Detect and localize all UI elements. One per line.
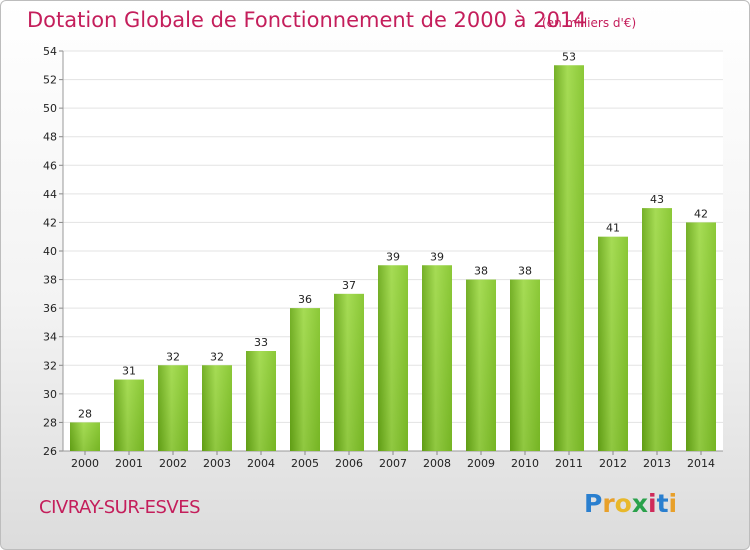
bar-shade: [554, 65, 584, 452]
logo-letter: r: [602, 489, 615, 518]
bar-2013: [642, 208, 672, 451]
data-label: 42: [694, 207, 708, 220]
data-label: 39: [386, 250, 400, 263]
bar-shade: [422, 265, 452, 451]
bar-2004: [246, 351, 276, 451]
bar-2006: [334, 293, 364, 451]
y-tick-label: 42: [43, 216, 57, 229]
x-tick-label: 2008: [423, 457, 451, 470]
bar-shade: [334, 293, 364, 451]
bar-2010: [510, 279, 540, 451]
y-tick-label: 52: [43, 74, 57, 87]
data-label: 53: [562, 50, 576, 63]
data-label: 28: [78, 407, 92, 420]
bar-shade: [202, 365, 232, 451]
bar-shade: [290, 308, 320, 451]
bar-shade: [686, 222, 716, 451]
y-tick-label: 46: [43, 159, 57, 172]
x-tick-label: 2007: [379, 457, 407, 470]
x-tick-label: 2013: [643, 457, 671, 470]
bar-2011: [554, 65, 584, 452]
y-tick-label: 38: [43, 274, 57, 287]
logo-letter: i: [648, 489, 657, 518]
bar-shade: [158, 365, 188, 451]
x-tick-label: 2010: [511, 457, 539, 470]
commune-name: CIVRAY-SUR-ESVES: [39, 497, 201, 518]
bar-shade: [466, 279, 496, 451]
bar-2000: [70, 422, 100, 451]
logo-letter: P: [584, 489, 603, 518]
bar-2007: [378, 265, 408, 451]
chart-title: Dotation Globale de Fonctionnement de 20…: [27, 8, 587, 32]
data-label: 41: [606, 222, 620, 235]
x-tick-label: 2002: [159, 457, 187, 470]
y-tick-label: 48: [43, 131, 57, 144]
bar-2009: [466, 279, 496, 451]
bar-2003: [202, 365, 232, 451]
data-label: 39: [430, 250, 444, 263]
y-tick-label: 32: [43, 359, 57, 372]
y-tick-label: 44: [43, 188, 57, 201]
bar-2002: [158, 365, 188, 451]
logo-letter: o: [614, 489, 632, 518]
data-label: 38: [474, 265, 488, 278]
data-label: 32: [166, 350, 180, 363]
x-tick-label: 2009: [467, 457, 495, 470]
logo-letter: x: [631, 489, 648, 518]
data-label: 43: [650, 193, 664, 206]
y-tick-label: 26: [43, 445, 57, 458]
data-label: 31: [122, 365, 136, 378]
x-tick-label: 2005: [291, 457, 319, 470]
bar-shade: [378, 265, 408, 451]
x-tick-label: 2000: [71, 457, 99, 470]
chart-subtitle: (en milliers d'€): [542, 16, 637, 30]
logo-letter: t: [656, 489, 669, 518]
data-label: 38: [518, 265, 532, 278]
bar-2008: [422, 265, 452, 451]
y-tick-label: 34: [43, 331, 57, 344]
bar-2012: [598, 236, 628, 451]
proxiti-logo: Proxiti: [584, 489, 677, 518]
bar-shade: [246, 351, 276, 451]
bar-2001: [114, 379, 144, 451]
bar-shade: [510, 279, 540, 451]
y-tick-label: 54: [43, 45, 57, 58]
x-tick-label: 2012: [599, 457, 627, 470]
bar-shade: [70, 422, 100, 451]
data-label: 33: [254, 336, 268, 349]
y-tick-label: 30: [43, 388, 57, 401]
data-label: 32: [210, 350, 224, 363]
x-tick-label: 2011: [555, 457, 583, 470]
x-tick-label: 2001: [115, 457, 143, 470]
bar-shade: [114, 379, 144, 451]
y-tick-label: 50: [43, 102, 57, 115]
data-label: 36: [298, 293, 312, 306]
x-tick-label: 2004: [247, 457, 275, 470]
x-tick-label: 2003: [203, 457, 231, 470]
bar-shade: [598, 236, 628, 451]
logo-letter: i: [668, 489, 678, 518]
y-tick-label: 36: [43, 302, 57, 315]
data-label: 37: [342, 279, 356, 292]
x-tick-label: 2014: [687, 457, 715, 470]
y-tick-label: 28: [43, 416, 57, 429]
x-tick-label: 2006: [335, 457, 363, 470]
bar-2005: [290, 308, 320, 451]
bar-shade: [642, 208, 672, 451]
bar-2014: [686, 222, 716, 451]
y-tick-label: 40: [43, 245, 57, 258]
